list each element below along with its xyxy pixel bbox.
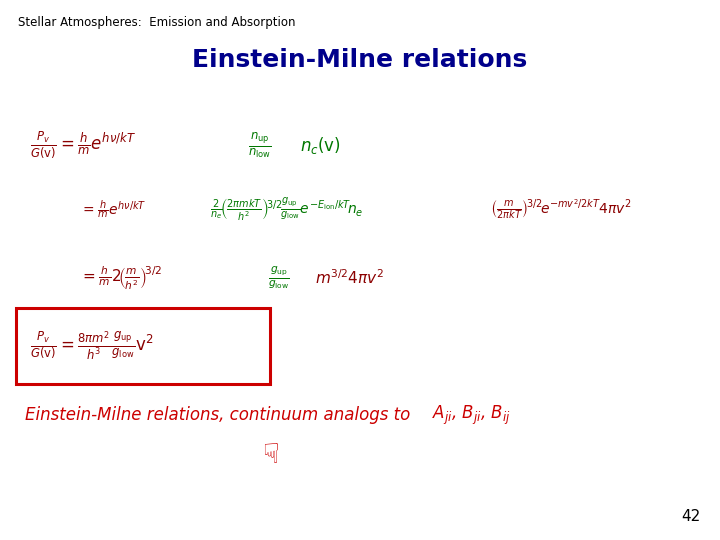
Text: $\frac{P_v}{G(\mathrm{v})} = \frac{8\pi m^2}{h^3}\frac{g_{\mathrm{up}}}{g_{\math: $\frac{P_v}{G(\mathrm{v})} = \frac{8\pi … (30, 329, 153, 362)
Text: Einstein-Milne relations: Einstein-Milne relations (192, 48, 528, 72)
Text: $m^{3/2}4\pi v^2$: $m^{3/2}4\pi v^2$ (315, 268, 384, 287)
Text: $\frac{2}{n_e}\!\left(\frac{2\pi mkT}{h^2}\right)^{\!3/2}\!\frac{g_{\mathrm{up}}: $\frac{2}{n_e}\!\left(\frac{2\pi mkT}{h^… (210, 197, 364, 224)
Text: $\frac{n_{\mathrm{up}}}{n_{\mathrm{low}}}$: $\frac{n_{\mathrm{up}}}{n_{\mathrm{low}}… (248, 130, 271, 160)
Text: $\frac{P_v}{G(\mathrm{v})} = \frac{h}{m}e^{h\nu/kT}$: $\frac{P_v}{G(\mathrm{v})} = \frac{h}{m}… (30, 130, 136, 160)
Text: $= \frac{h}{m}e^{h\nu/kT}$: $= \frac{h}{m}e^{h\nu/kT}$ (80, 199, 146, 221)
Text: $A_{ji}$, $B_{ji}$, $B_{ij}$: $A_{ji}$, $B_{ji}$, $B_{ij}$ (432, 403, 510, 427)
Text: Stellar Atmospheres:  Emission and Absorption: Stellar Atmospheres: Emission and Absorp… (18, 16, 295, 29)
Text: ☟: ☟ (261, 441, 279, 469)
Text: $\left(\frac{m}{2\pi kT}\right)^{\!3/2}\!e^{-mv^2/2kT}4\pi v^2$: $\left(\frac{m}{2\pi kT}\right)^{\!3/2}\… (490, 198, 632, 222)
Text: Einstein-Milne relations, continuum analogs to: Einstein-Milne relations, continuum anal… (25, 406, 415, 424)
Text: $\frac{g_{\mathrm{up}}}{g_{\mathrm{low}}}$: $\frac{g_{\mathrm{up}}}{g_{\mathrm{low}}… (268, 265, 290, 291)
Text: $n_c(\mathrm{v})$: $n_c(\mathrm{v})$ (300, 134, 341, 156)
Text: $= \frac{h}{m}2\!\left(\frac{m}{h^2}\right)^{\!3/2}$: $= \frac{h}{m}2\!\left(\frac{m}{h^2}\rig… (80, 264, 163, 292)
Text: 42: 42 (680, 509, 700, 524)
